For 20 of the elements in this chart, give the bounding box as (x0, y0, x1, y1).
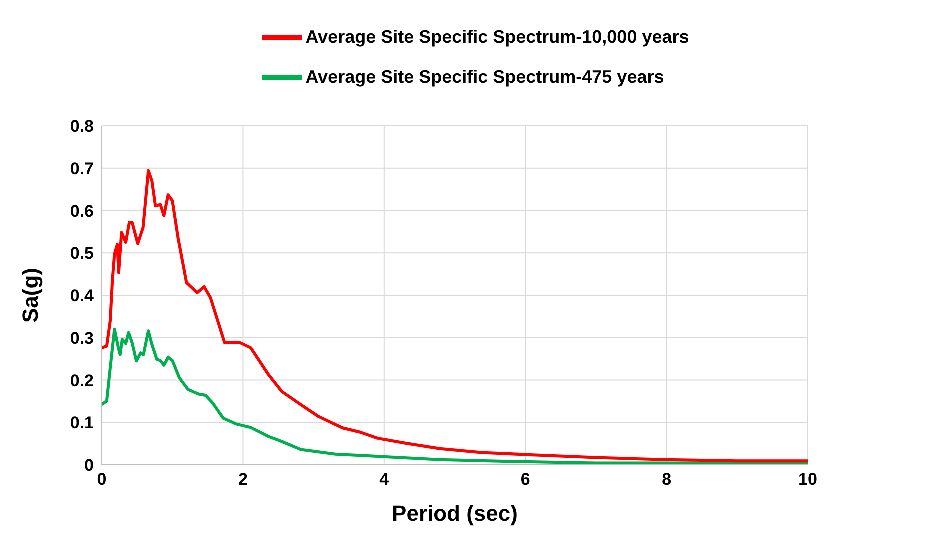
x-axis-title: Period (sec) (392, 501, 518, 526)
y-tick-label: 0.4 (70, 286, 95, 306)
legend-label: Average Site Specific Spectrum-10,000 years (306, 26, 690, 47)
x-tick-label: 2 (238, 470, 248, 490)
y-tick-label: 0.6 (70, 202, 94, 221)
y-axis-title: Sa(g) (18, 268, 43, 323)
x-tick-label: 4 (380, 470, 390, 490)
y-tick-label: 0.7 (70, 159, 94, 178)
x-tick-label: 0 (97, 470, 107, 490)
y-tick-label: 0.3 (70, 328, 94, 348)
x-tick-label: 8 (662, 470, 672, 490)
y-tick-label: 0.2 (70, 371, 94, 390)
legend-label: Average Site Specific Spectrum-475 years (306, 66, 664, 87)
line-series (102, 169, 808, 463)
y-tick-label: 0 (84, 456, 94, 476)
y-tick-label: 0.1 (70, 414, 94, 433)
x-tick-label: 10 (798, 470, 818, 490)
y-tick-label: 0.5 (70, 244, 94, 264)
x-tick-label: 6 (520, 470, 530, 490)
y-tick-label: 0.8 (70, 117, 94, 136)
